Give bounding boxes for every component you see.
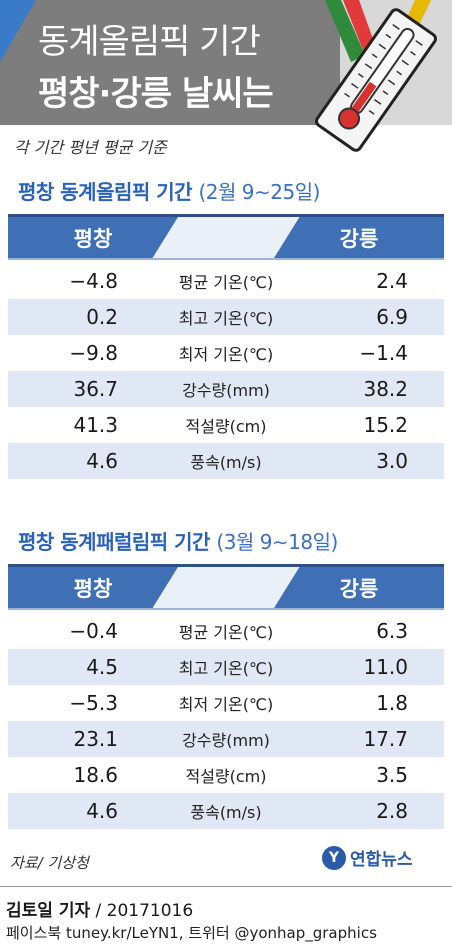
row-label: 적설량(cm) [185, 767, 267, 786]
row-label: 최저 기온(℃) [178, 345, 274, 364]
section-title-text: 평창 동계패럴림픽 기간 [18, 530, 210, 554]
gangneung-value: 11.0 [363, 655, 408, 679]
table-row: 41.3 적설량(cm) 15.2 [8, 407, 444, 443]
column-header-pyeongchang: 평창 [8, 217, 178, 258]
section-title-paralympics: 평창 동계패럴림픽 기간 (3월 9∼18일) [18, 526, 338, 555]
title-line-2: 평창·강릉 날씨는 [38, 74, 274, 114]
table-row: −4.8 평균 기온(℃) 2.4 [8, 263, 444, 299]
gangneung-value: 38.2 [363, 377, 408, 401]
author-name: 김토일 기자 [6, 901, 91, 921]
gangneung-value: −1.4 [359, 341, 408, 365]
gangneung-value: 2.4 [376, 269, 408, 293]
pyeongchang-value: 18.6 [73, 763, 118, 787]
row-label: 평균 기온(℃) [178, 273, 274, 292]
header-accent-triangle [0, 0, 36, 62]
row-label: 풍속(m/s) [190, 453, 262, 472]
table-row: −9.8 최저 기온(℃) −1.4 [8, 335, 444, 371]
pyeongchang-value: −9.8 [69, 341, 118, 365]
column-header-pyeongchang: 평창 [8, 567, 178, 608]
gangneung-value: 2.8 [376, 799, 408, 823]
gangneung-value: 17.7 [363, 727, 408, 751]
weather-table-olympics: −4.8 평균 기온(℃) 2.4 0.2 최고 기온(℃) 6.9 −9.8 최저 기온(℃… [8, 263, 444, 479]
column-header-bar: 평창 강릉 [8, 564, 444, 610]
gangneung-value: 6.3 [376, 619, 408, 643]
row-label: 최고 기온(℃) [178, 659, 274, 678]
yonhap-logo-name: 연합뉴스 [350, 850, 413, 870]
section-title-text: 평창 동계올림픽 기간 [18, 180, 193, 204]
title-line-1: 동계올림픽 기간 [38, 22, 261, 62]
gangneung-value: 15.2 [363, 413, 408, 437]
pyeongchang-value: 4.6 [86, 799, 118, 823]
pyeongchang-value: −4.8 [69, 269, 118, 293]
column-header-gangneung: 강릉 [274, 217, 444, 258]
source-note: 자료/ 기상청 [10, 854, 89, 872]
footer-divider [0, 886, 452, 887]
pyeongchang-value: 4.5 [86, 655, 118, 679]
basis-note: 각 기간 평년 평균 기준 [14, 138, 167, 157]
pyeongchang-value: 4.6 [86, 449, 118, 473]
gangneung-value: 3.0 [376, 449, 408, 473]
row-label: 평균 기온(℃) [178, 623, 274, 642]
author-credit: 김토일 기자 / 20171016 [6, 896, 193, 921]
table-row: −5.3 최저 기온(℃) 1.8 [8, 685, 444, 721]
section-period: (3월 9∼18일) [216, 530, 338, 554]
column-header-bar: 평창 강릉 [8, 214, 444, 260]
pyeongchang-value: 36.7 [73, 377, 118, 401]
pyeongchang-value: 23.1 [73, 727, 118, 751]
pyeongchang-value: 41.3 [73, 413, 118, 437]
weather-table-paralympics: −0.4 평균 기온(℃) 6.3 4.5 최고 기온(℃) 11.0 −5.3 최저 기온(… [8, 613, 444, 829]
table-row: −0.4 평균 기온(℃) 6.3 [8, 613, 444, 649]
row-label: 풍속(m/s) [190, 803, 262, 822]
section-period: (2월 9∼25일) [198, 180, 321, 204]
social-credit: 페이스북 tuney.kr/LeYN1, 트위터 @yonhap_graphic… [6, 924, 377, 942]
yonhap-logo-icon: Y [322, 845, 346, 870]
pyeongchang-value: −0.4 [69, 619, 118, 643]
table-row: 0.2 최고 기온(℃) 6.9 [8, 299, 444, 335]
pyeongchang-value: −5.3 [69, 691, 118, 715]
gangneung-value: 3.5 [376, 763, 408, 787]
gangneung-value: 1.8 [376, 691, 408, 715]
header-banner: 동계올림픽 기간 평창·강릉 날씨는 [0, 0, 452, 152]
row-label: 적설량(cm) [185, 417, 267, 436]
row-label: 강수량(mm) [182, 381, 270, 400]
row-label: 최저 기온(℃) [178, 695, 274, 714]
table-row: 4.6 풍속(m/s) 3.0 [8, 443, 444, 479]
yonhap-logo: Y 연합뉴스 [322, 845, 413, 870]
header-dark-panel [0, 0, 340, 125]
thermometer-icon [315, 8, 437, 152]
table-row: 23.1 강수량(mm) 17.7 [8, 721, 444, 757]
credit-date: / 20171016 [90, 901, 194, 921]
row-label: 최고 기온(℃) [178, 309, 274, 328]
gangneung-value: 6.9 [376, 305, 408, 329]
row-label: 강수량(mm) [182, 731, 270, 750]
table-row: 18.6 적설량(cm) 3.5 [8, 757, 444, 793]
table-row: 36.7 강수량(mm) 38.2 [8, 371, 444, 407]
pyeongchang-value: 0.2 [86, 305, 118, 329]
column-header-gangneung: 강릉 [274, 567, 444, 608]
section-title-olympics: 평창 동계올림픽 기간 (2월 9∼25일) [18, 176, 320, 205]
table-row: 4.6 풍속(m/s) 2.8 [8, 793, 444, 829]
table-row: 4.5 최고 기온(℃) 11.0 [8, 649, 444, 685]
